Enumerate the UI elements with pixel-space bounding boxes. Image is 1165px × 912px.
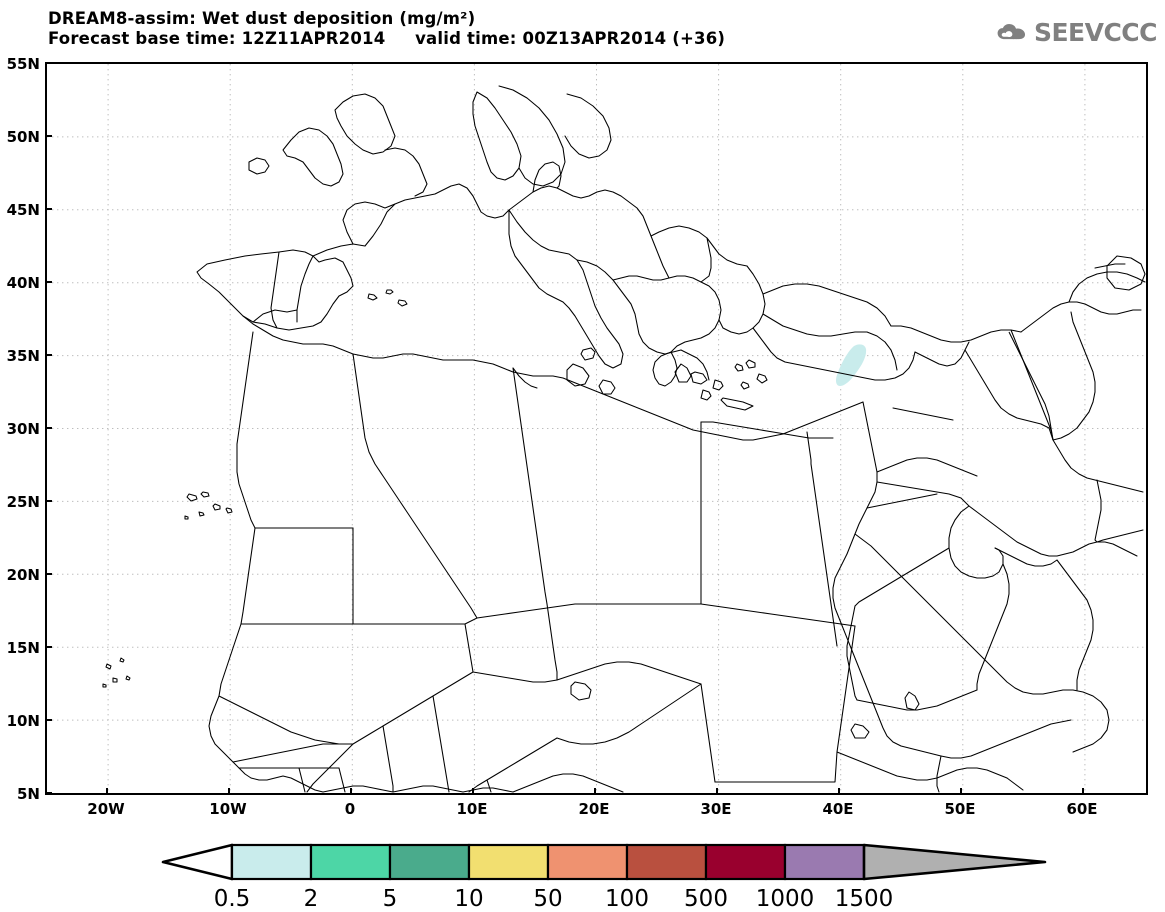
xtick-mark [472,788,474,795]
xtick-label-50E: 50E [944,800,976,818]
colorbar-under-arrow [161,843,234,881]
header: DREAM8-assim: Wet dust deposition (mg/m²… [0,0,1165,60]
colorbar-segment-10-50 [467,843,550,881]
forecast-time-subtitle: Forecast base time: 12Z11APR2014 valid t… [48,29,726,48]
colorbar-svg [161,843,1047,881]
xtick-mark [594,788,596,795]
xtick-mark [716,788,718,795]
ytick-mark [45,281,52,283]
ytick-mark [45,62,52,64]
gridlines [47,64,1146,793]
colorbar-segment-50-100 [546,843,629,881]
ytick-label-50N: 50N [6,128,40,146]
colorbar: 0.5 2 5 10 50 100 500 1000 1500 [0,840,1165,912]
cloud-icon [997,24,1026,40]
ytick-label-15N: 15N [6,639,40,657]
colorbar-segment-1000-1500 [783,843,866,881]
colorbar-segment-500-1000 [704,843,787,881]
xtick-label-30E: 30E [700,800,732,818]
ytick-mark [45,354,52,356]
xtick-mark [838,788,840,795]
colorbar-segment-5-10 [388,843,471,881]
ytick-label-55N: 55N [6,55,40,73]
xtick-label-20W: 20W [87,800,125,818]
ytick-label-20N: 20N [6,566,40,584]
xtick-label-40E: 40E [822,800,854,818]
ytick-label-35N: 35N [6,347,40,365]
inland-seas [1008,331,1054,441]
ytick-mark [45,500,52,502]
xtick-label-10W: 10W [209,800,247,818]
colorbar-label-100: 100 [605,886,649,912]
ytick-mark [45,135,52,137]
xtick-mark [960,788,962,795]
xtick-label-0: 0 [344,800,356,818]
ytick-label-25N: 25N [6,493,40,511]
ytick-mark [45,208,52,210]
colorbar-segment-0.5-2 [230,843,313,881]
colorbar-segment-2-5 [309,843,392,881]
xtick-mark [106,788,108,795]
logo-text: SEEVCCC [1033,17,1158,47]
ytick-mark [45,719,52,721]
xtick-label-10E: 10E [456,800,488,818]
xtick-mark [350,788,352,795]
ytick-mark [45,646,52,648]
colorbar-label-10: 10 [454,886,484,912]
ytick-label-30N: 30N [6,420,40,438]
ytick-mark [45,427,52,429]
ytick-label-5N: 5N [17,785,40,803]
xtick-mark [1082,788,1084,795]
ytick-mark [45,792,52,794]
xtick-label-60E: 60E [1066,800,1098,818]
deposition-data-layer [836,344,867,386]
colorbar-label-500: 500 [684,886,728,912]
colorbar-over-arrow [862,843,1047,881]
map-outlines [102,85,1146,793]
deposition-patch-syria-iraq [836,344,867,386]
colorbar-label-2: 2 [303,886,319,912]
ytick-label-45N: 45N [6,201,40,219]
colorbar-label-50: 50 [533,886,563,912]
seevccc-logo: SEEVCCC [997,12,1158,52]
colorbar-label-0.5: 0.5 [213,886,251,912]
ytick-label-10N: 10N [6,712,40,730]
colorbar-label-5: 5 [382,886,398,912]
colorbar-label-1500: 1500 [834,886,894,912]
map-plot-area[interactable] [45,62,1148,795]
ytick-label-40N: 40N [6,274,40,292]
map-canvas [47,64,1146,793]
xtick-mark [228,788,230,795]
colorbar-segment-100-500 [625,843,708,881]
xtick-label-20E: 20E [578,800,610,818]
page-title: DREAM8-assim: Wet dust deposition (mg/m²… [48,9,476,28]
colorbar-label-1000: 1000 [755,886,815,912]
ytick-mark [45,573,52,575]
